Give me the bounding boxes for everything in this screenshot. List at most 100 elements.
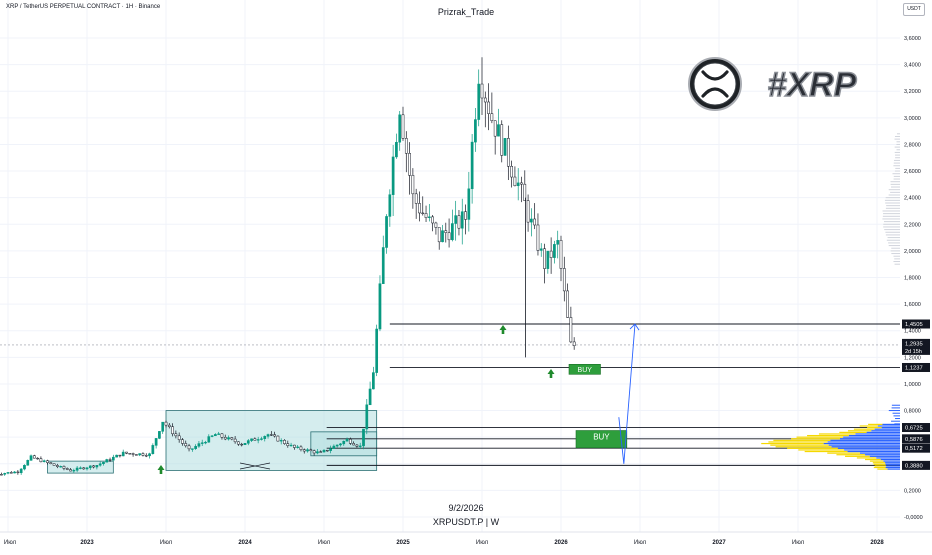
candle-body [454,215,458,224]
candle-body [566,290,569,318]
candle-body [523,183,527,201]
volume-profile-bar [886,205,900,207]
volume-profile-bar [894,138,900,140]
candle-body [210,435,214,437]
volume-profile-bar [885,466,900,469]
time-tick-label: Июл [634,540,647,546]
volume-profile-bar [837,447,900,449]
candle-body [148,453,151,457]
level-price-label: 1,4505 [905,322,923,328]
current-price-tag [902,338,930,355]
volume-profile-bar [891,407,900,409]
volume-profile-bar [865,454,900,456]
level-price-label: 0,5876 [905,437,923,443]
candle-body [256,439,260,441]
buy-zone [568,364,601,375]
candle-body [395,141,398,158]
level-price-tag [902,362,930,372]
candle-body [59,466,63,468]
candle-body [187,445,191,450]
price-tick-label: 1,8000 [904,276,921,282]
candle-body [520,182,523,185]
buy-zone-label: BUY [578,367,593,374]
buy-zone [575,430,628,449]
volume-profile-bar [884,199,900,201]
candle-body [332,445,336,449]
time-tick-label: 2024 [238,540,252,546]
volume-profile-bar [859,425,878,427]
volume-profile-bar [891,247,900,249]
volume-profile-bar [768,441,828,443]
arrow-up-icon [157,465,165,474]
candle-body [319,451,323,453]
candle-body [214,434,217,437]
candle-body [293,444,296,448]
volume-profile-bar [885,462,900,464]
candle-body [237,441,240,445]
volume-profile-bar [883,223,900,225]
candle-body [480,83,484,99]
level-price-label: 0,5172 [905,446,923,452]
volume-profile-bar [888,410,900,412]
volume-profile-bar [885,231,900,233]
level-price-label: 1,1237 [905,365,923,371]
candle-body [404,138,408,154]
candle-body [500,124,504,156]
candle-body [108,459,112,461]
volume-profile-bar [877,468,888,470]
volume-profile-bar [827,441,900,443]
time-axis[interactable]: Июл 2023 Июл 2024 Июл 2025 Июл 2026 Июл 2027 Июл 20… [0,531,932,546]
candle-body [289,444,293,447]
volume-profile-bar [893,178,900,180]
candle-body [230,437,234,440]
time-tick-label: Июл [476,540,489,546]
price-axis[interactable]: -0,00000,20000,40000,60000,80001,00001,2… [900,0,932,550]
candle-body [72,470,76,472]
candle-body [283,440,286,444]
price-tick-label: 2,0000 [904,249,921,255]
candle-body [559,240,563,269]
candle-body [204,441,207,444]
price-tick-label: 2,6000 [904,169,921,175]
volume-profile-bar [770,444,829,446]
candle-body [250,438,253,441]
time-tick-label: Июл [792,540,805,546]
candle-body [421,212,425,214]
arrow-up-icon [547,369,555,378]
price-tick-label: 1,2000 [904,355,921,361]
candle-body [464,211,467,220]
candle-body [375,328,379,373]
volume-profile-bar [893,415,900,417]
volume-profile-bar [881,426,900,429]
candle-body [467,188,471,220]
horizontal-levels [0,323,900,466]
candle-body [227,437,230,440]
volume-profile-bar [894,423,900,425]
candle-body [316,451,319,454]
candle-body [194,446,197,449]
volume-profile-bar [873,466,886,469]
candle-body [164,421,168,426]
candle-body [549,250,553,258]
volume-profile-bar [823,442,900,445]
volume-profile-bar [840,438,900,440]
level-price-label: 0,3880 [905,463,923,469]
candle-body [128,453,132,455]
candle-body [408,153,411,176]
candle-body [207,436,211,443]
volume-profile-bar [896,141,900,143]
candle-body [253,438,257,441]
volume-profile-bar [885,463,900,465]
candle-body [118,454,122,457]
candle-body [562,268,566,292]
candle-body [569,317,573,343]
candle-body [95,465,99,468]
currency-selector[interactable]: USDT [903,3,925,16]
candle-body [184,443,188,447]
candle-body [32,455,36,459]
candle-body [26,460,30,466]
volume-profile-bar [853,428,875,430]
candle-body [418,203,421,214]
xrp-logo-inner [693,62,737,106]
